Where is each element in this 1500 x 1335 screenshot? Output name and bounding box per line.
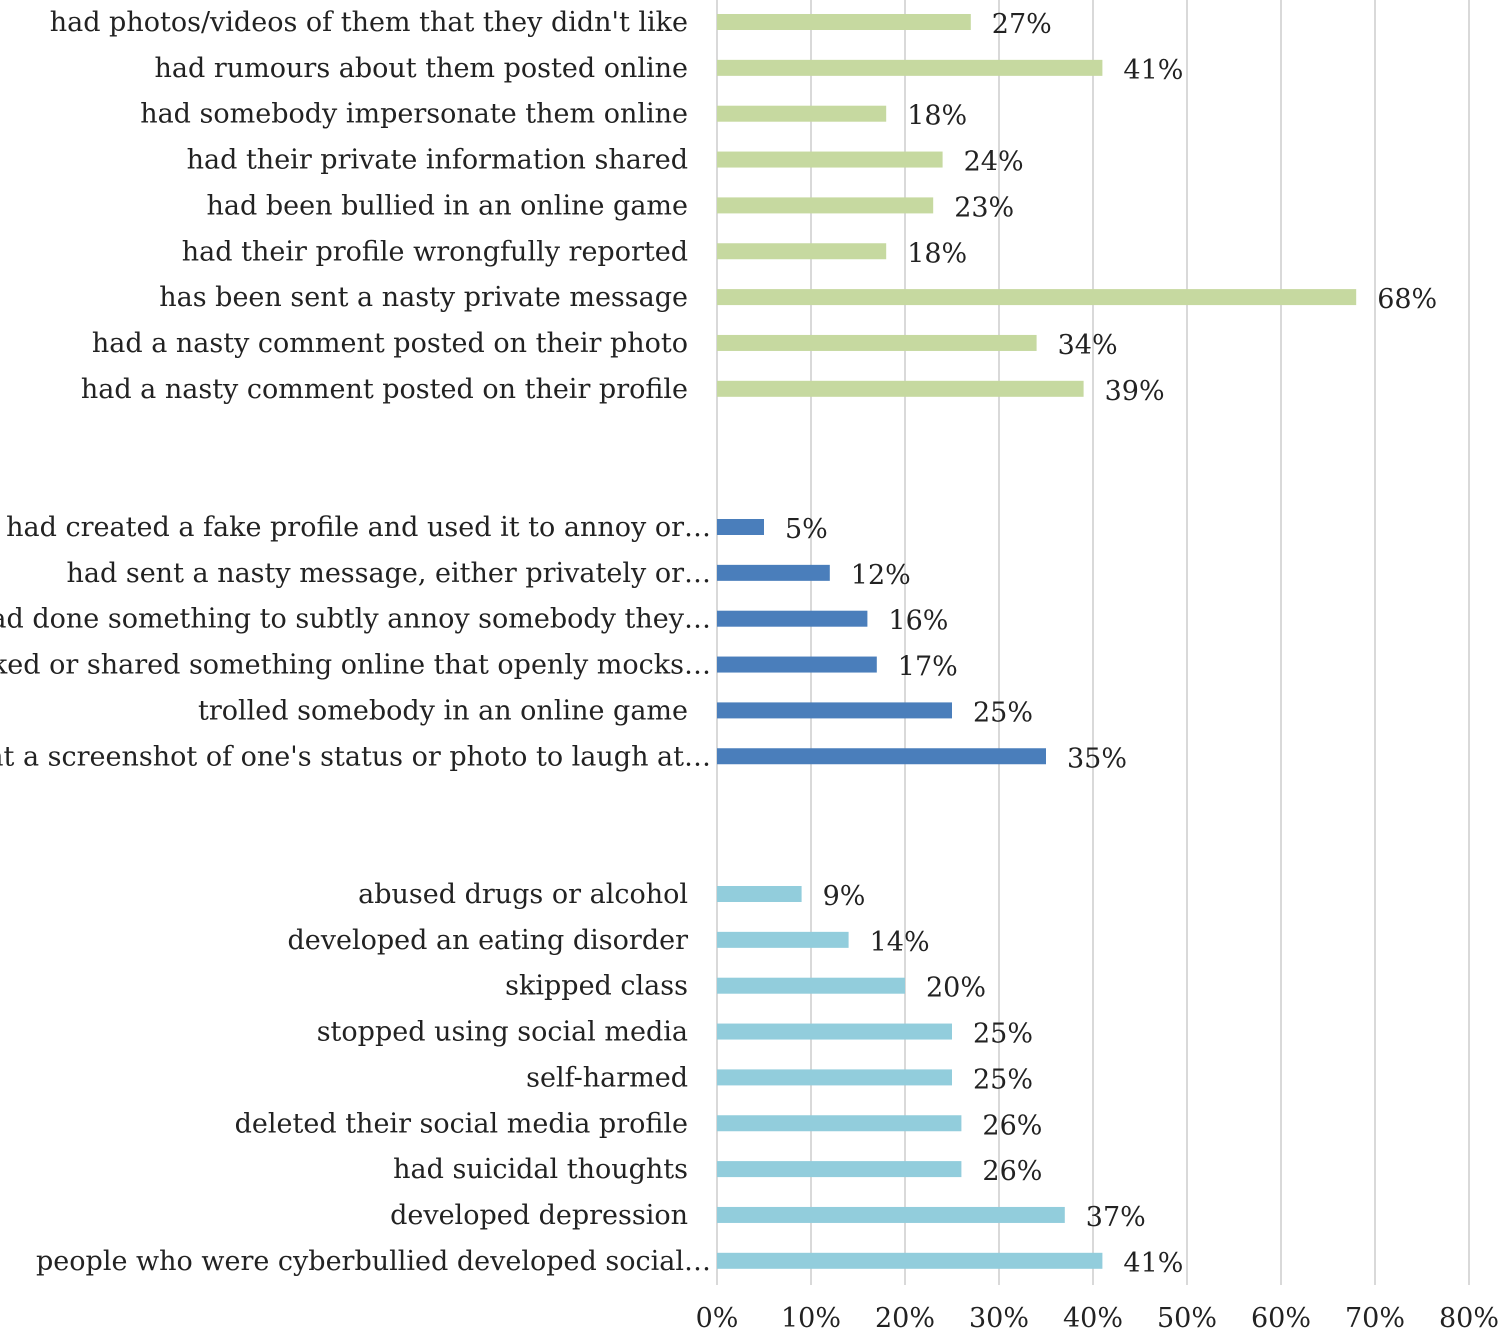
bar-victims [717, 105, 887, 122]
bar-perpetrators [717, 656, 877, 673]
value-label: 37% [1086, 1202, 1146, 1233]
bar-consequences [717, 1069, 952, 1086]
value-label: 18% [907, 238, 967, 269]
category-label: people who were cyberbullied developed s… [36, 1246, 711, 1277]
category-label: had done something to subtly annoy someb… [0, 604, 711, 635]
category-label: had created a fake profile and used it t… [6, 512, 711, 543]
category-label: abused drugs or alcohol [358, 879, 688, 910]
bar-consequences [717, 1023, 952, 1040]
category-label: skipped class [505, 971, 688, 1002]
bar-perpetrators [717, 702, 952, 719]
value-label: 41% [1123, 1248, 1183, 1279]
category-label: had somebody impersonate them online [140, 99, 688, 130]
value-label: 41% [1123, 55, 1183, 86]
category-label: liked or shared something online that op… [0, 650, 711, 681]
x-tick-label: 30% [969, 1303, 1029, 1334]
bar-perpetrators [717, 519, 764, 535]
category-labels: had photos/videos of them that they didn… [0, 7, 711, 1277]
bar-perpetrators [717, 564, 830, 581]
value-label: 24% [964, 147, 1024, 178]
bar-consequences [717, 886, 802, 902]
category-label: stopped using social media [317, 1017, 688, 1048]
value-label: 39% [1105, 376, 1165, 407]
x-axis-ticks: 0% 10% 20% 30% 40% 50% 60% 70% 80% [696, 1303, 1499, 1334]
x-tick-label: 0% [696, 1303, 739, 1334]
category-label: self-harmed [526, 1062, 688, 1093]
bar-victims [717, 289, 1357, 306]
value-label: 12% [851, 560, 911, 591]
value-label: 35% [1067, 743, 1127, 774]
category-label: sent a screenshot of one's status or pho… [0, 741, 711, 772]
category-label: developed an eating disorder [287, 925, 688, 956]
bar-consequences [717, 1252, 1103, 1269]
bar-consequences [717, 931, 849, 948]
x-tick-label: 20% [875, 1303, 935, 1334]
bar-consequences [717, 1206, 1065, 1223]
value-label: 26% [982, 1110, 1042, 1141]
value-label: 5% [785, 514, 828, 545]
category-label: had photos/videos of them that they didn… [50, 7, 688, 38]
category-label: had a nasty comment posted on their phot… [92, 328, 688, 359]
category-label: trolled somebody in an online game [198, 695, 688, 726]
value-label: 20% [926, 973, 986, 1004]
value-label: 27% [992, 9, 1052, 40]
gridlines [716, 0, 1470, 1285]
value-label: 16% [888, 606, 948, 637]
category-label: had their profile wrongfully reported [182, 236, 688, 267]
value-label: 18% [907, 101, 967, 132]
value-label: 25% [973, 1019, 1033, 1050]
value-label: 23% [954, 192, 1014, 223]
value-label: 9% [823, 881, 866, 912]
value-label: 26% [982, 1156, 1042, 1187]
value-label: 25% [973, 697, 1033, 728]
bar-consequences [717, 977, 905, 994]
category-label: had a nasty comment posted on their prof… [81, 374, 688, 405]
bars [717, 14, 1357, 1269]
bar-victims [717, 151, 943, 168]
category-label: had their private information shared [187, 145, 688, 176]
category-label: deleted their social media profile [235, 1108, 688, 1139]
bar-perpetrators [717, 610, 868, 627]
x-tick-label: 80% [1439, 1303, 1499, 1334]
value-label: 25% [973, 1064, 1033, 1095]
category-label: developed depression [390, 1200, 688, 1231]
bar-consequences [717, 1115, 962, 1132]
bar-victims [717, 197, 934, 214]
x-tick-label: 60% [1251, 1303, 1311, 1334]
value-label: 17% [898, 652, 958, 683]
bar-consequences [717, 1161, 962, 1178]
bar-victims [717, 243, 887, 260]
bar-perpetrators [717, 748, 1046, 765]
x-tick-label: 10% [781, 1303, 841, 1334]
bar-victims [717, 14, 971, 30]
x-tick-label: 70% [1345, 1303, 1405, 1334]
bar-victims [717, 380, 1084, 397]
x-tick-label: 40% [1063, 1303, 1123, 1334]
category-label: had been bullied in an online game [207, 190, 689, 221]
value-label: 34% [1058, 330, 1118, 361]
value-label: 14% [870, 927, 930, 958]
bar-victims [717, 59, 1103, 76]
bar-victims [717, 334, 1037, 351]
category-label: had rumours about them posted online [155, 53, 688, 84]
category-label: had sent a nasty message, either private… [67, 558, 712, 589]
x-tick-label: 50% [1157, 1303, 1217, 1334]
value-labels: 27% 41% 18% 24% 23% 18% 68% 34% 39% 5% 12% 16% 17% 25… [785, 9, 1437, 1279]
value-label: 68% [1377, 284, 1437, 315]
category-label: had suicidal thoughts [393, 1154, 688, 1185]
category-label: has been sent a nasty private message [159, 282, 688, 313]
